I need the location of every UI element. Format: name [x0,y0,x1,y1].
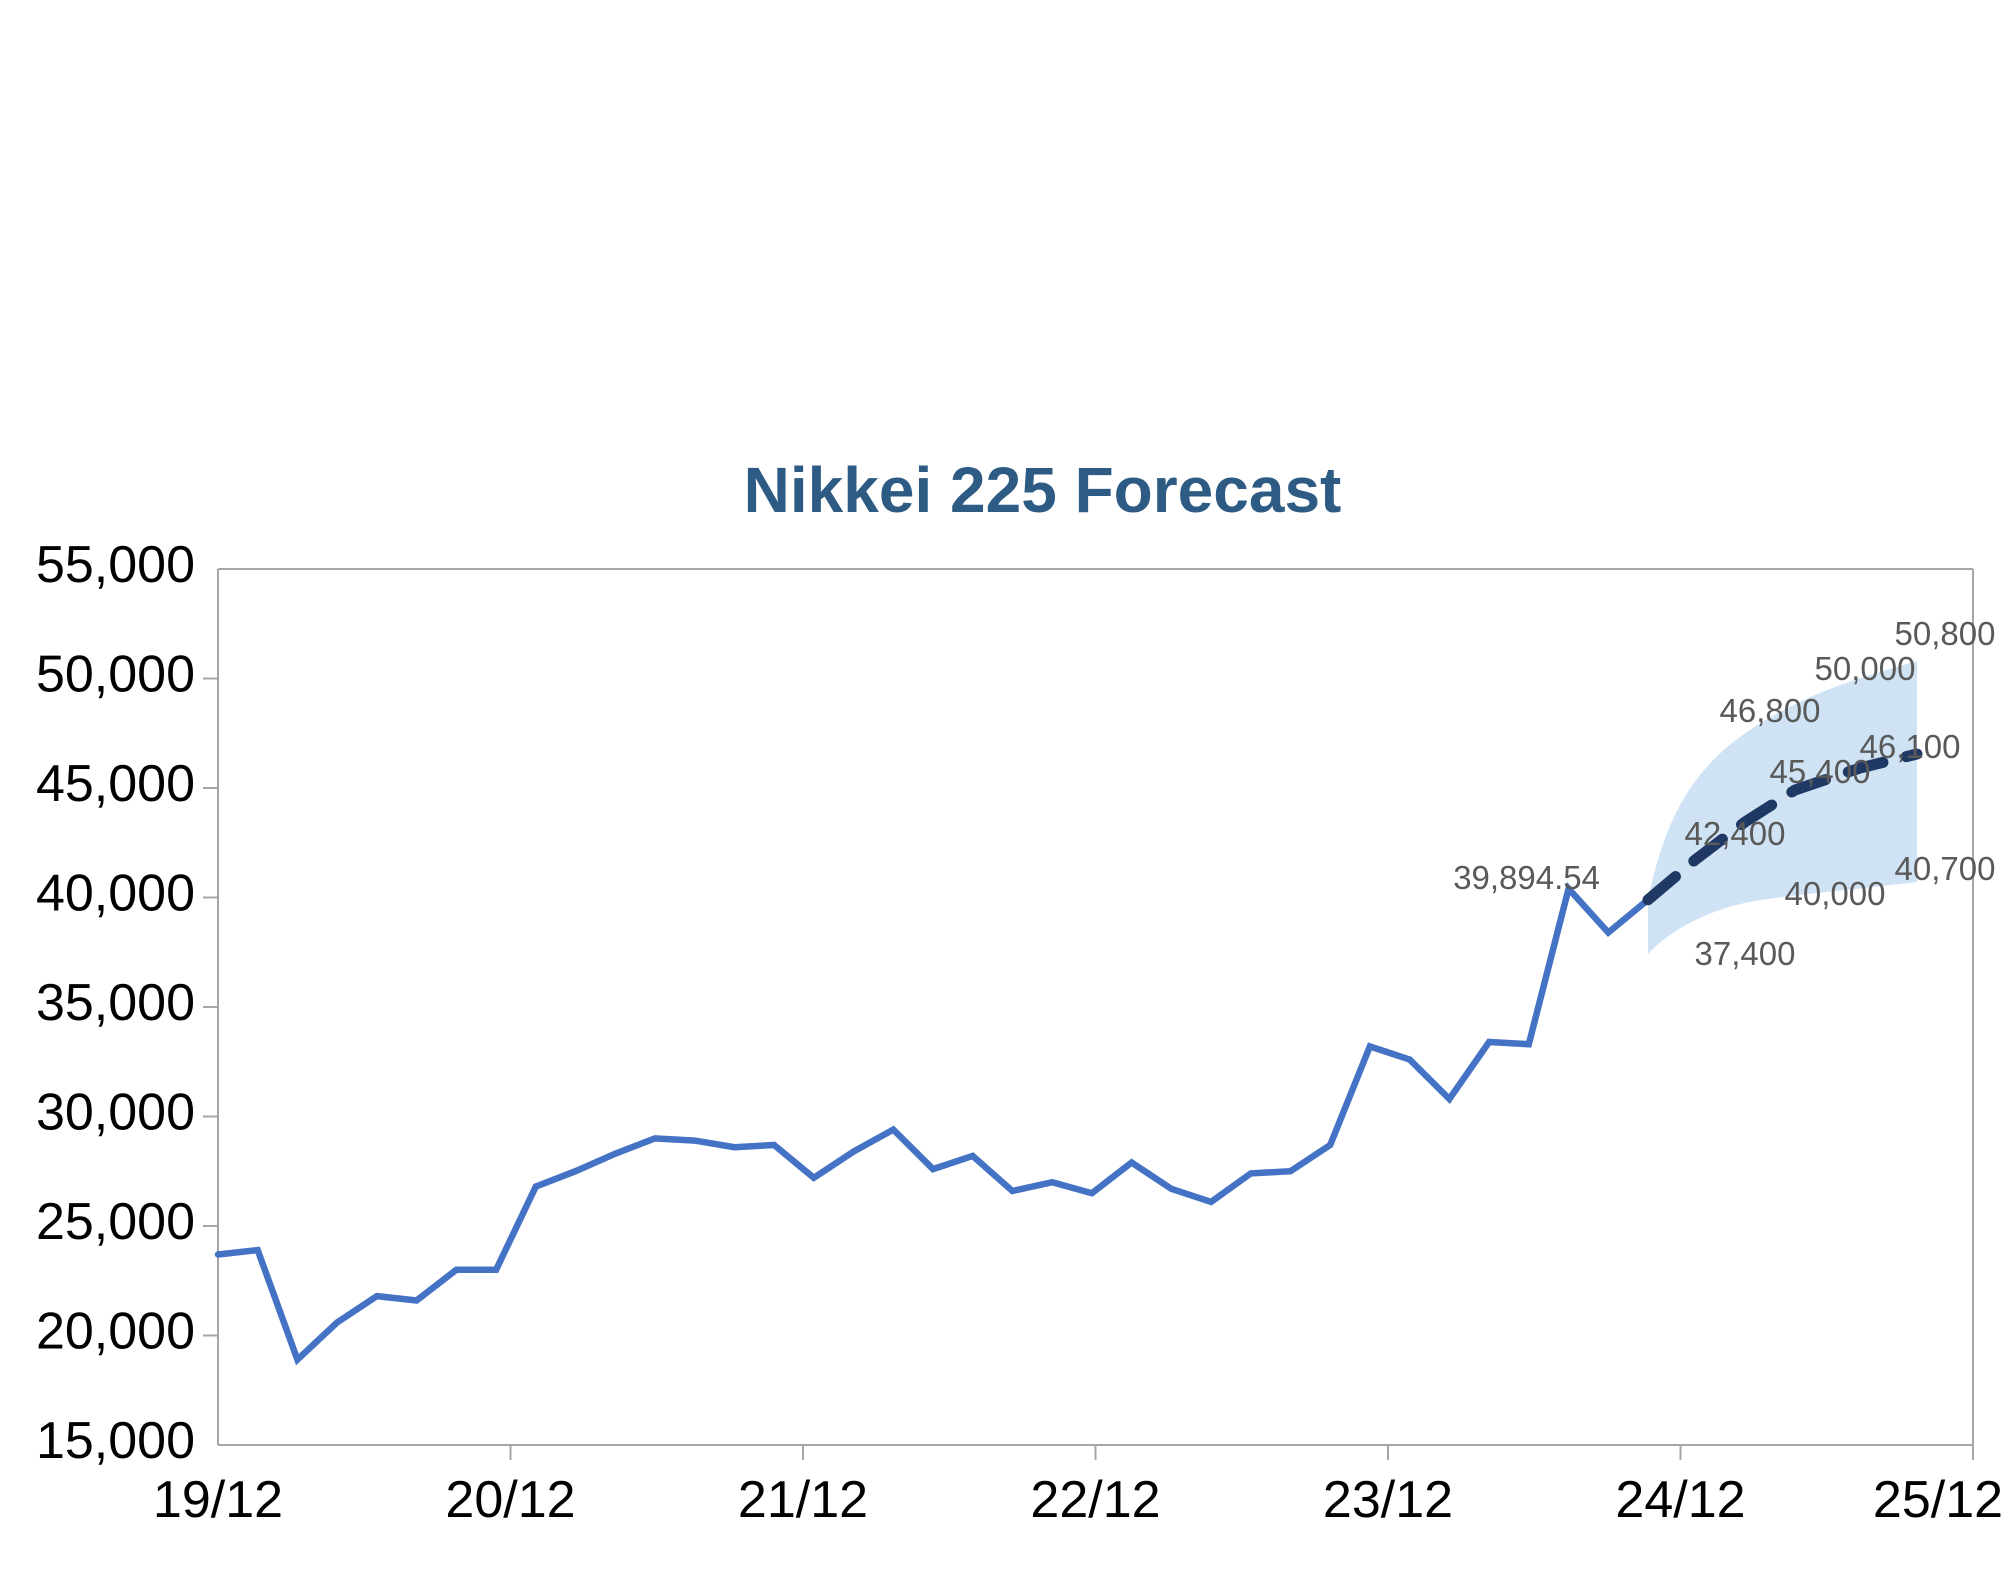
svg-text:19/12: 19/12 [153,1471,283,1529]
svg-text:55,000: 55,000 [36,536,195,594]
svg-text:50,800: 50,800 [1895,615,1996,652]
svg-text:23/12: 23/12 [1323,1471,1453,1529]
svg-text:30,000: 30,000 [36,1084,195,1142]
svg-text:20/12: 20/12 [445,1471,575,1529]
svg-text:15,000: 15,000 [36,1412,195,1470]
svg-text:39,894.54: 39,894.54 [1453,859,1600,896]
svg-text:50,000: 50,000 [36,646,195,704]
svg-text:42,400: 42,400 [1685,815,1786,852]
svg-text:20,000: 20,000 [36,1303,195,1361]
svg-text:37,400: 37,400 [1695,935,1796,972]
svg-text:46,800: 46,800 [1720,692,1821,729]
svg-text:22/12: 22/12 [1030,1471,1160,1529]
svg-text:40,000: 40,000 [1785,875,1886,912]
svg-text:21/12: 21/12 [738,1471,868,1529]
svg-text:45,400: 45,400 [1770,753,1871,790]
svg-text:50,000: 50,000 [1815,650,1916,687]
svg-text:24/12: 24/12 [1615,1471,1745,1529]
svg-text:46,100: 46,100 [1860,728,1961,765]
svg-text:35,000: 35,000 [36,974,195,1032]
svg-text:25,000: 25,000 [36,1193,195,1251]
svg-text:40,000: 40,000 [36,865,195,923]
svg-text:25/12: 25/12 [1873,1471,2003,1529]
svg-text:45,000: 45,000 [36,755,195,813]
svg-text:40,700: 40,700 [1895,850,1996,887]
